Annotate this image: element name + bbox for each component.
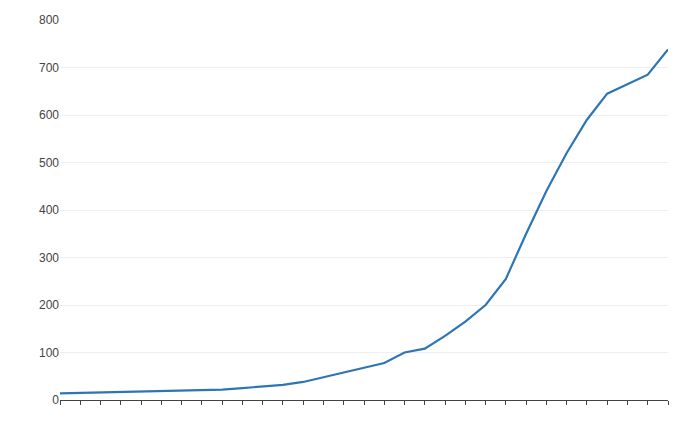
- svg-text:300: 300: [39, 251, 59, 265]
- svg-text:200: 200: [39, 298, 59, 312]
- svg-text:600: 600: [39, 108, 59, 122]
- svg-text:0: 0: [52, 393, 59, 407]
- svg-text:800: 800: [39, 13, 59, 27]
- svg-text:500: 500: [39, 156, 59, 170]
- svg-text:400: 400: [39, 203, 59, 217]
- svg-text:700: 700: [39, 61, 59, 75]
- svg-text:100: 100: [39, 346, 59, 360]
